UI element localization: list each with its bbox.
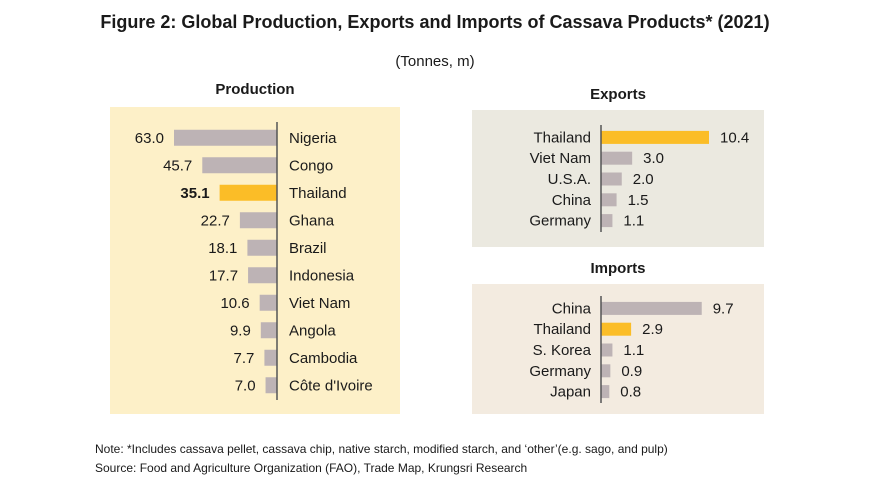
production-value-label: 7.0 <box>235 377 256 394</box>
imports-value-label: 0.9 <box>621 363 642 380</box>
imports-category-label: China <box>552 300 592 317</box>
figure-subtitle: (Tonnes, m) <box>0 53 870 70</box>
imports-chart: 9.7 China 2.9 Thailand 1.1 S. Korea 0.9 Germany… <box>472 284 764 414</box>
imports-value-label: 2.9 <box>642 321 663 338</box>
imports-value-label: 9.7 <box>713 300 734 317</box>
production-category-label: Cambodia <box>289 350 358 367</box>
figure-title: Figure 2: Global Production, Exports and… <box>0 12 870 33</box>
production-bar <box>247 240 277 256</box>
production-bar <box>220 185 277 201</box>
imports-bar <box>601 364 610 377</box>
exports-value-label: 1.1 <box>623 213 644 230</box>
production-value-label: 63.0 <box>135 130 164 147</box>
imports-bar <box>601 302 702 315</box>
exports-bar <box>601 131 709 144</box>
exports-category-label: Viet Nam <box>530 150 591 167</box>
imports-bar <box>601 385 609 398</box>
production-bar <box>240 212 277 228</box>
production-chart-svg: 63.0 Nigeria 45.7 Congo 35.1 Thailand 22.7 Ghan… <box>110 107 400 414</box>
imports-value-label: 0.8 <box>620 384 641 401</box>
exports-value-label: 2.0 <box>633 171 654 188</box>
exports-value-label: 1.5 <box>628 192 649 209</box>
production-category-label: Angola <box>289 322 336 339</box>
production-background <box>110 107 400 414</box>
exports-category-label: Germany <box>529 213 591 230</box>
production-value-label: 7.7 <box>234 350 255 367</box>
imports-category-label: S. Korea <box>533 342 592 359</box>
production-value-label: 45.7 <box>163 157 192 174</box>
production-category-label: Viet Nam <box>289 295 350 312</box>
exports-category-label: Thailand <box>533 129 591 146</box>
exports-chart-svg: 10.4 Thailand 3.0 Viet Nam 2.0 U.S.A. 1.5 China… <box>472 110 764 247</box>
production-category-label: Thailand <box>289 185 347 202</box>
production-value-label: 9.9 <box>230 322 251 339</box>
production-bar <box>264 350 277 366</box>
production-bar <box>202 157 277 173</box>
imports-bar <box>601 344 612 357</box>
imports-category-label: Germany <box>529 363 591 380</box>
production-category-label: Congo <box>289 157 333 174</box>
exports-category-label: U.S.A. <box>548 171 591 188</box>
production-category-label: Côte d'Ivoire <box>289 377 373 394</box>
exports-value-label: 3.0 <box>643 150 664 167</box>
exports-chart: 10.4 Thailand 3.0 Viet Nam 2.0 U.S.A. 1.5 China… <box>472 110 764 247</box>
production-value-label: 17.7 <box>209 267 238 284</box>
imports-category-label: Japan <box>550 384 591 401</box>
source-note: Source: Food and Agriculture Organizatio… <box>95 461 527 475</box>
production-bar <box>261 322 277 338</box>
exports-value-label: 10.4 <box>720 129 749 146</box>
imports-category-label: Thailand <box>533 321 591 338</box>
production-category-label: Indonesia <box>289 267 355 284</box>
production-category-label: Ghana <box>289 212 335 229</box>
exports-bar <box>601 173 622 186</box>
production-title: Production <box>110 81 400 98</box>
production-value-label: 18.1 <box>208 240 237 257</box>
exports-bar <box>601 214 612 227</box>
imports-bar <box>601 323 631 336</box>
production-bar <box>266 377 277 393</box>
exports-bar <box>601 152 632 165</box>
exports-category-label: China <box>552 192 592 209</box>
exports-title: Exports <box>472 86 764 103</box>
production-value-label: 35.1 <box>180 185 209 202</box>
production-value-label: 10.6 <box>220 295 249 312</box>
footnote: Note: *Includes cassava pellet, cassava … <box>95 442 668 456</box>
production-bar <box>260 295 277 311</box>
production-category-label: Nigeria <box>289 130 337 147</box>
imports-value-label: 1.1 <box>623 342 644 359</box>
production-category-label: Brazil <box>289 240 327 257</box>
production-value-label: 22.7 <box>201 212 230 229</box>
production-bar <box>174 130 277 146</box>
production-chart: 63.0 Nigeria 45.7 Congo 35.1 Thailand 22.7 Ghan… <box>110 107 400 414</box>
production-bar <box>248 267 277 283</box>
exports-bar <box>601 193 617 206</box>
imports-chart-svg: 9.7 China 2.9 Thailand 1.1 S. Korea 0.9 Germany… <box>472 284 764 414</box>
imports-title: Imports <box>472 260 764 277</box>
